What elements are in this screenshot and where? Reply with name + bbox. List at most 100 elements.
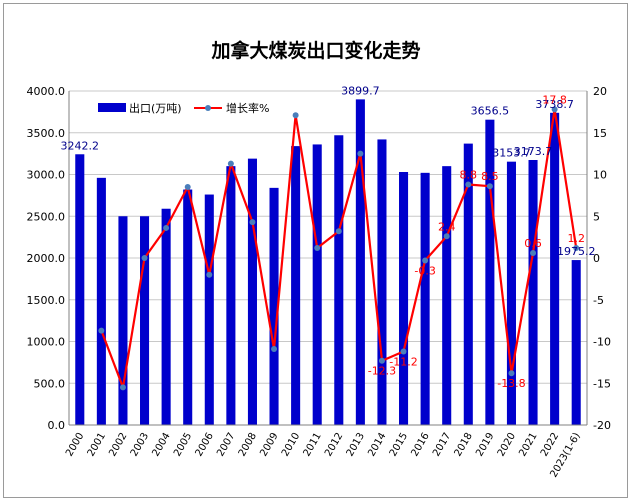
- line-value-label: -11.2: [389, 356, 417, 369]
- bar: [269, 187, 279, 425]
- line-point: [400, 348, 407, 355]
- bar: [247, 158, 257, 425]
- line-point: [378, 357, 385, 364]
- line-point: [465, 181, 472, 188]
- bar: [420, 172, 430, 425]
- bar: [485, 119, 495, 425]
- x-tick-label: 2011: [302, 431, 324, 459]
- bar: [442, 166, 452, 425]
- bar-value-label: 3656.5: [471, 105, 510, 118]
- y-right-tick-label: -5: [593, 294, 604, 307]
- bar-value-label: 3173.7: [514, 145, 553, 158]
- x-tick-label: 2003: [129, 431, 151, 459]
- line-point: [119, 384, 126, 391]
- y-left-tick-label: 2500.0: [27, 210, 66, 223]
- line-point: [292, 112, 299, 119]
- line-point: [422, 257, 429, 264]
- x-tick-label: 2021: [517, 431, 539, 459]
- line-point: [335, 228, 342, 235]
- x-tick-label: 2013: [345, 431, 367, 459]
- legend-line-label: 增长率%: [226, 101, 269, 115]
- bar: [226, 166, 236, 425]
- line-point: [227, 160, 234, 167]
- legend-bar-label: 出口(万吨): [129, 101, 182, 115]
- bar: [118, 216, 128, 425]
- y-right-tick-label: 15: [593, 127, 607, 140]
- x-tick-label: 2018: [453, 431, 475, 459]
- bar-value-label: 3153.7: [492, 147, 531, 160]
- y-left-tick-label: 4000.0: [27, 85, 66, 98]
- x-tick-label: 2019: [474, 431, 496, 459]
- bar: [334, 135, 344, 425]
- line-value-label: 0.6: [524, 237, 542, 250]
- line-value-label: 1.2: [567, 232, 585, 245]
- legend-bar-swatch: [98, 103, 126, 112]
- x-tick-label: 2016: [409, 431, 431, 459]
- bar: [312, 144, 322, 425]
- line-point: [206, 271, 213, 278]
- line-point: [551, 106, 558, 113]
- legend: 出口(万吨) 增长率%: [98, 101, 269, 115]
- y-left-tick-label: 3000.0: [27, 169, 66, 182]
- bar-value-label: 3738.7: [535, 98, 574, 111]
- line-value-label: 8.8: [460, 169, 478, 182]
- line-value-label: 8.5: [481, 170, 499, 183]
- y-left-tick-label: 3500.0: [27, 127, 66, 140]
- x-tick-label: 2009: [258, 431, 280, 459]
- bar: [571, 260, 581, 425]
- legend-line-marker: [205, 105, 211, 111]
- y-left-tick-label: 1000.0: [27, 336, 66, 349]
- y-left-tick-label: 1500.0: [27, 294, 66, 307]
- y-left-tick-label: 0.0: [48, 419, 66, 432]
- bar: [399, 171, 409, 425]
- x-tick-label: 2015: [388, 431, 410, 459]
- line-point: [271, 346, 278, 353]
- x-tick-label: 2006: [194, 431, 216, 459]
- line-value-label: -12.3: [368, 365, 396, 378]
- line-point: [530, 249, 537, 256]
- x-tick-label: 2017: [431, 431, 453, 459]
- chart-title: 加拿大煤炭出口变化走势: [210, 39, 420, 62]
- line-point: [486, 183, 493, 190]
- bar: [161, 208, 171, 425]
- line-point: [249, 219, 256, 226]
- line-point: [573, 244, 580, 251]
- bar: [506, 161, 516, 425]
- line-point: [98, 327, 105, 334]
- bar: [75, 154, 85, 425]
- bar: [377, 139, 387, 425]
- bar: [291, 146, 301, 426]
- chart-frame: 加拿大煤炭出口变化走势 0.0 -20 500.0 -15 1000.0 -10 1500.…: [3, 3, 628, 498]
- x-tick-label: 2001: [86, 431, 108, 459]
- line-point: [314, 244, 321, 251]
- x-tick-label: 2008: [237, 431, 259, 459]
- bar: [463, 143, 473, 426]
- y-right-tick-label: 0: [593, 252, 600, 265]
- y-left-tick-label: 2000.0: [27, 252, 66, 265]
- line-point: [141, 255, 148, 261]
- y-right-tick-label: -15: [593, 377, 611, 390]
- x-tick-label: 2010: [280, 431, 302, 459]
- line-point: [184, 184, 191, 191]
- bar-value-label: 3242.2: [61, 139, 100, 152]
- line-point: [163, 224, 170, 231]
- y-right-tick-label: 5: [593, 210, 600, 223]
- bar: [204, 194, 214, 425]
- bar: [528, 159, 538, 426]
- line-series: [98, 106, 580, 391]
- y-right-tick-label: 10: [593, 169, 607, 182]
- line-value-label: -13.8: [497, 377, 525, 390]
- x-tick-label: 2004: [150, 431, 172, 459]
- line-value-label: 17.8: [542, 93, 567, 106]
- y-right-tick-label: -10: [593, 336, 611, 349]
- grid-lines: [69, 90, 587, 426]
- y-left-tick-label: 500.0: [34, 377, 66, 390]
- bar-value-label: 3899.7: [341, 84, 380, 97]
- x-tick-label: 2012: [323, 431, 345, 459]
- x-tick-label: 2022: [539, 431, 561, 459]
- x-tick-label: 2020: [496, 431, 518, 459]
- x-tick-label: 2002: [107, 431, 129, 459]
- x-tick-label: 2005: [172, 431, 194, 459]
- y-right-tick-label: -20: [593, 419, 611, 432]
